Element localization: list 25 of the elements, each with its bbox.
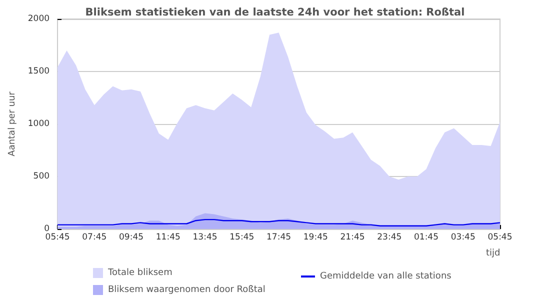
x-tick-label: 19:45: [303, 232, 328, 242]
y-tick-label: 1000: [28, 119, 50, 129]
legend-label: Bliksem waargenomen door Roßtal: [108, 285, 266, 295]
x-tick-label: 05:45: [45, 232, 70, 242]
legend-label: Totale bliksem: [107, 268, 172, 278]
y-axis-title: Aantal per uur: [8, 91, 18, 156]
x-tick-label: 01:45: [414, 232, 439, 242]
legend-label: Gemiddelde van alle stations: [320, 272, 452, 282]
x-tick-label: 11:45: [156, 232, 180, 242]
y-tick-label: 2000: [28, 14, 50, 24]
line-series: [56, 218, 501, 226]
x-tick-label: 13:45: [192, 232, 218, 242]
x-axis-title: tijd: [486, 248, 500, 258]
x-tick-label: 21:45: [340, 232, 365, 242]
x-tick-label: 17:45: [266, 232, 292, 242]
x-tick-label: 07:45: [82, 232, 107, 242]
x-tick-label: 03:45: [450, 232, 476, 242]
chart-title: Bliksem statistieken van de laatste 24h voor het station: Roßtal: [85, 6, 465, 18]
x-tick-label: 23:45: [377, 232, 402, 242]
x-tick-label: 05:45: [488, 232, 512, 242]
x-tick-label: 09:45: [119, 232, 144, 242]
y-tick-label: 1500: [28, 66, 50, 76]
x-tick-label: 15:45: [230, 232, 254, 242]
y-tick-label: 0: [44, 224, 50, 234]
y-tick-label: 500: [33, 172, 50, 182]
